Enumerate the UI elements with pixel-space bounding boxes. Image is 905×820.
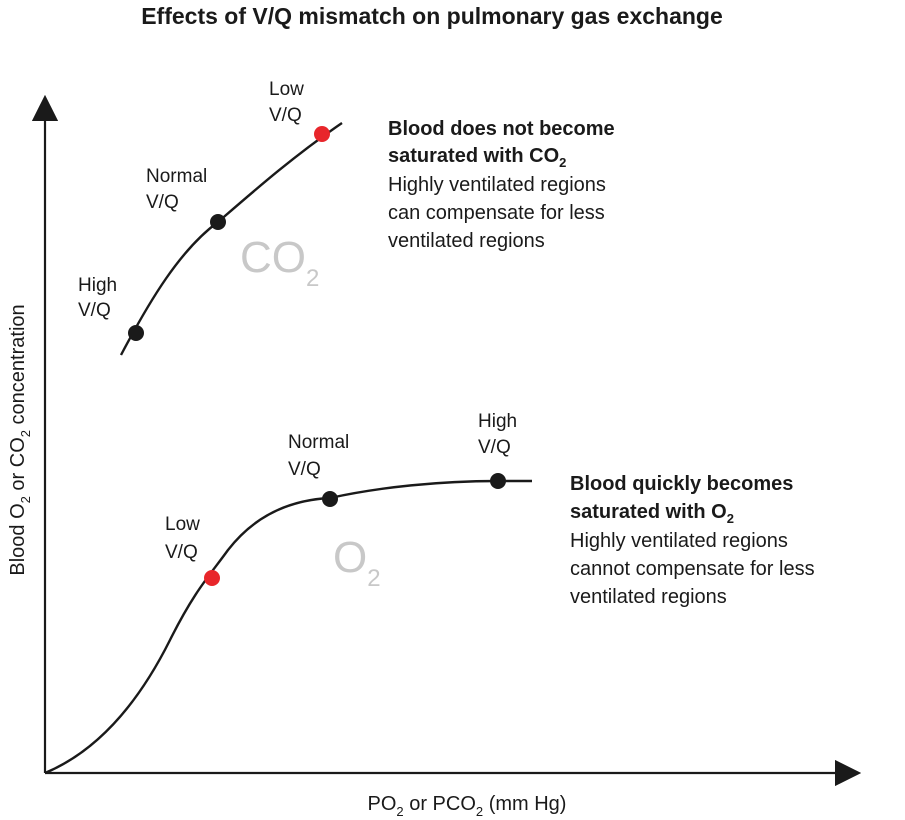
diagram-title: Effects of V/Q mismatch on pulmonary gas… [141,3,723,29]
o2-curve [44,479,532,775]
o2-note-body: Highly ventilated regions cannot compens… [570,530,820,608]
o2-curve-group: Low V/Q Normal V/Q High V/Q O2 Blood qui… [44,411,820,775]
o2-gas-label: O2 [333,533,381,592]
y-axis-label: Blood O2 or CO2 concentration [7,304,33,575]
o2-point-low-vq [204,570,220,586]
co2-label-high-vq: High V/Q [78,275,122,321]
co2-point-normal-vq [210,214,226,230]
o2-label-normal-vq: Normal V/Q [288,432,355,480]
co2-label-low-vq: Low V/Q [269,79,309,126]
x-axis-label: PO2 or PCO2 (mm Hg) [368,793,567,819]
co2-label-normal-vq: Normal V/Q [146,166,213,213]
o2-label-high-vq: High V/Q [478,411,522,458]
o2-point-normal-vq [322,491,338,507]
o2-note-heading: Blood quickly becomes saturated with O2 [570,473,799,526]
co2-point-high-vq [128,325,144,341]
o2-label-low-vq: Low V/Q [165,514,205,563]
co2-gas-label: CO2 [240,233,319,292]
co2-note-heading: Blood does not become saturated with CO2 [388,118,620,170]
co2-curve-group: High V/Q Normal V/Q Low V/Q CO2 Blood do… [78,79,620,356]
co2-note-body: Highly ventilated regions can compensate… [388,174,611,252]
co2-curve [119,122,343,356]
co2-point-low-vq [314,126,330,142]
o2-point-high-vq [490,473,506,489]
